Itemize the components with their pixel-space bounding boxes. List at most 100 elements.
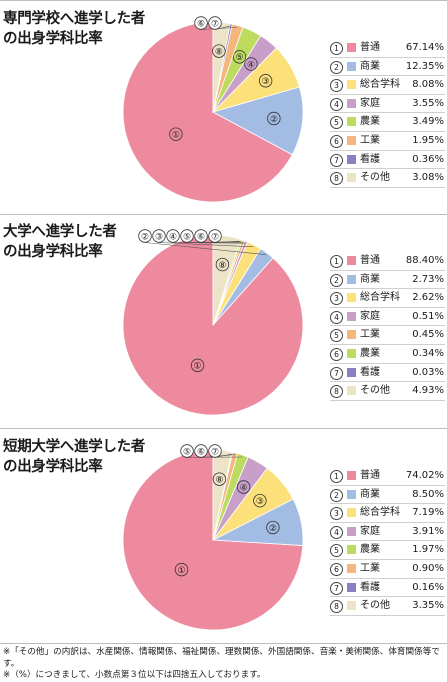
legend-number: 4 [330, 311, 343, 324]
legend-swatch [347, 471, 356, 480]
legend-number: 2 [330, 61, 343, 74]
footnote-other-breakdown: ※「その他」の内訳は、水産関係、情報関係、福祉関係、理数関係、外国語関係、音楽・… [3, 647, 447, 670]
svg-text:⑦: ⑦ [211, 232, 219, 242]
legend-swatch [347, 293, 356, 302]
legend-swatch [347, 99, 356, 108]
legend-value: 1.97% [412, 541, 444, 559]
svg-text:①: ① [194, 362, 202, 372]
legend-swatch [347, 117, 356, 126]
legend-value: 3.49% [412, 113, 444, 131]
legend-swatch [347, 173, 356, 182]
svg-text:⑦: ⑦ [211, 19, 219, 29]
legend-value: 3.91% [412, 523, 444, 541]
legend-number: 1 [330, 42, 343, 55]
legend-swatch [347, 583, 356, 592]
legend-label: その他 [360, 597, 390, 615]
legend-row: 6 工業 1.95% [330, 132, 445, 151]
svg-text:⑦: ⑦ [211, 447, 219, 457]
legend-swatch [347, 490, 356, 499]
legend-label: 看護 [360, 151, 380, 169]
svg-text:⑤: ⑤ [235, 53, 243, 63]
legend-number: 2 [330, 489, 343, 502]
legend-value: 2.62% [412, 289, 444, 307]
svg-text:④: ④ [240, 483, 248, 493]
legend-value: 74.02% [406, 467, 444, 485]
legend-number: 6 [330, 135, 343, 148]
legend-label: 商業 [360, 486, 380, 504]
legend-row: 4 家庭 3.91% [330, 523, 445, 542]
legend-label: その他 [360, 382, 390, 400]
legend-label: 家庭 [360, 523, 380, 541]
legend-number: 8 [330, 172, 343, 185]
legend-value: 3.55% [412, 95, 444, 113]
legend-label: 工業 [360, 132, 380, 150]
legend-label: 看護 [360, 364, 380, 382]
legend-label: 工業 [360, 326, 380, 344]
legend-number: 1 [330, 255, 343, 268]
svg-text:⑧: ⑧ [218, 261, 226, 271]
legend-label: 商業 [360, 271, 380, 289]
legend-swatch [347, 136, 356, 145]
legend-value: 8.08% [412, 76, 444, 94]
svg-text:⑧: ⑧ [215, 475, 223, 485]
legend-swatch [347, 43, 356, 52]
legend-value: 0.03% [412, 364, 444, 382]
svg-text:④: ④ [169, 232, 177, 242]
legend-label: 総合学科 [360, 504, 400, 522]
svg-text:⑥: ⑥ [197, 447, 205, 457]
svg-text:②: ② [269, 524, 277, 534]
legend-value: 0.90% [412, 560, 444, 578]
legend-swatch [347, 527, 356, 536]
legend-value: 1.95% [412, 132, 444, 150]
legend-value: 3.08% [412, 169, 444, 187]
legend-label: 普通 [360, 252, 380, 270]
svg-text:①: ① [172, 130, 180, 140]
svg-text:⑤: ⑤ [183, 447, 191, 457]
legend-label: その他 [360, 169, 390, 187]
legend-swatch [347, 508, 356, 517]
legend-swatch [347, 155, 356, 164]
legend-label: 家庭 [360, 95, 380, 113]
legend-number: 6 [330, 348, 343, 361]
legend-number: 4 [330, 526, 343, 539]
legend-number: 7 [330, 154, 343, 167]
legend-value: 0.45% [412, 326, 444, 344]
svg-text:③: ③ [256, 497, 264, 507]
svg-text:③: ③ [262, 77, 270, 87]
legend-label: 農業 [360, 345, 380, 363]
legend-swatch [347, 62, 356, 71]
legend-number: 3 [330, 507, 343, 520]
svg-text:⑤: ⑤ [183, 232, 191, 242]
legend-value: 0.36% [412, 151, 444, 169]
legend-label: 看護 [360, 579, 380, 597]
legend-row: 5 工業 0.45% [330, 326, 445, 345]
legend-number: 5 [330, 544, 343, 557]
legend-value: 67.14% [406, 39, 444, 57]
svg-text:②: ② [270, 115, 278, 125]
legend-row: 3 総合学科 7.19% [330, 504, 445, 523]
svg-text:⑥: ⑥ [197, 232, 205, 242]
legend-swatch [347, 80, 356, 89]
legend-number: 5 [330, 329, 343, 342]
legend-number: 5 [330, 116, 343, 129]
legend-swatch [347, 330, 356, 339]
legend-number: 8 [330, 600, 343, 613]
legend-label: 総合学科 [360, 76, 400, 94]
legend-number: 3 [330, 79, 343, 92]
legend-value: 7.19% [412, 504, 444, 522]
legend-value: 4.93% [412, 382, 444, 400]
legend-value: 0.34% [412, 345, 444, 363]
